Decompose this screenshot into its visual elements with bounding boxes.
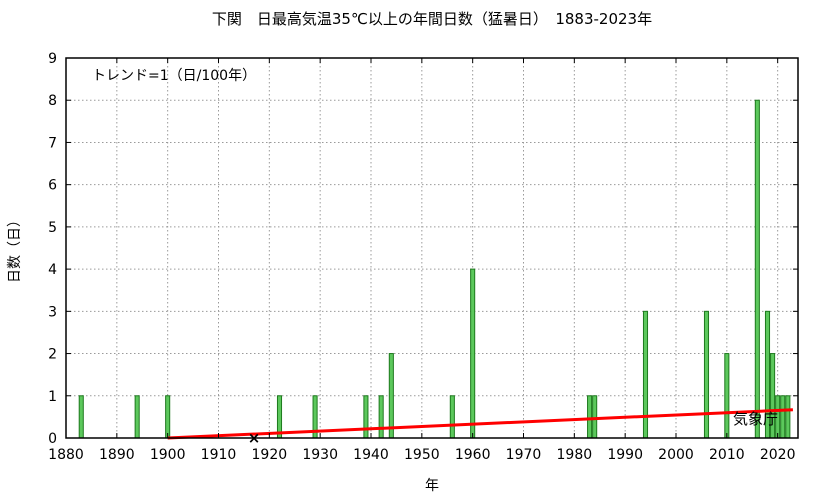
bar	[165, 395, 171, 439]
y-tick-label: 9	[48, 51, 57, 67]
bar	[724, 353, 730, 439]
bar	[378, 395, 384, 439]
y-tick-label: 2	[48, 347, 57, 363]
bar	[754, 99, 760, 439]
bar	[587, 395, 593, 439]
bar	[642, 310, 649, 439]
trend-annotation: トレンド=1（日/100年）	[92, 68, 256, 84]
y-axis-label: 日数（日）	[7, 213, 23, 283]
trend-line	[167, 408, 793, 440]
x-tick-label: 1970	[506, 447, 542, 463]
chart-title: 下関 日最高気温35℃以上の年間日数（猛暑日） 1883-2023年	[212, 10, 652, 28]
x-tick-label: 1900	[150, 447, 186, 463]
bar	[785, 395, 791, 439]
x-tick-label: 2000	[658, 447, 694, 463]
y-tick-label: 3	[48, 304, 57, 320]
x-tick-label: 1910	[201, 447, 237, 463]
x-tick-label: 1980	[557, 447, 593, 463]
x-tick-label: 2010	[709, 447, 745, 463]
x-tick-label: 1920	[252, 447, 288, 463]
plot-frame	[65, 57, 799, 439]
bar	[780, 395, 786, 439]
x-tick-label: 1960	[455, 447, 491, 463]
credit-label: 気象庁	[733, 410, 778, 428]
x-tick-label: 1930	[302, 447, 338, 463]
x-tick-label: 2020	[760, 447, 796, 463]
y-tick-label: 0	[48, 431, 57, 447]
bar	[470, 268, 476, 439]
y-tick-label: 6	[48, 178, 57, 194]
y-tick-label: 5	[48, 220, 57, 236]
x-tick-label: 1990	[607, 447, 643, 463]
bar	[592, 395, 598, 439]
trend-layer: ×	[167, 408, 793, 447]
x-tick-label: 1880	[48, 447, 84, 463]
x-tick-label: 1940	[353, 447, 389, 463]
bar	[134, 395, 140, 439]
bar	[449, 395, 455, 439]
x-tick-label: 1950	[404, 447, 440, 463]
bar	[363, 395, 369, 439]
bar	[388, 353, 394, 439]
y-tick-label: 1	[48, 389, 57, 405]
bar	[78, 395, 84, 439]
grid	[66, 58, 798, 438]
x-tick-label: 1890	[99, 447, 135, 463]
y-tick-label: 8	[48, 93, 57, 109]
y-tick-label: 4	[48, 262, 57, 278]
bar	[703, 310, 710, 439]
y-tick-label: 7	[48, 135, 57, 151]
ticks: 1880 1890 1900 1910 1920 1930 1940 1950 1960 1970…	[48, 51, 798, 463]
x-axis-label: 年	[425, 478, 439, 494]
